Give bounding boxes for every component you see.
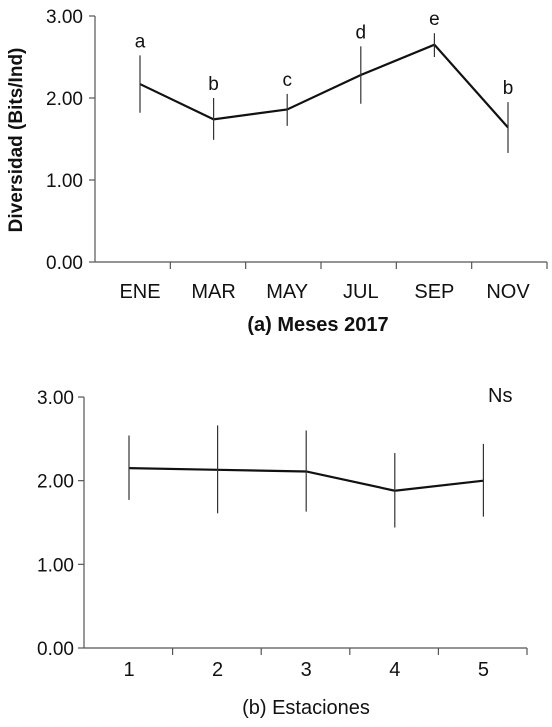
significance-letter: d (356, 22, 367, 43)
y-tick-label: 2.00 (37, 472, 74, 493)
significance-letter: a (135, 31, 146, 52)
x-axis-title: (a) Meses 2017 (247, 314, 388, 336)
series-line (139, 43, 509, 129)
x-tick-label: 1 (123, 659, 134, 681)
y-tick-label: 0.00 (37, 639, 74, 660)
significance-label: Ns (488, 385, 512, 407)
x-tick-label: 2 (212, 659, 223, 681)
y-tick-label: 0.00 (46, 253, 83, 274)
y-tick-label: 3.00 (46, 7, 83, 28)
significance-letter: c (282, 70, 292, 91)
significance-letter: e (429, 9, 440, 30)
x-tick-label: 5 (478, 659, 489, 681)
x-axis-title: (b) Estaciones (242, 697, 370, 719)
chart-b-stations: 0.00 1.00 2.00 3.00 1 2 3 4 5 Ns (b) Estaciones (37, 385, 528, 719)
x-tick-label: ENE (119, 281, 160, 303)
y-tick-label: 1.00 (37, 555, 74, 576)
y-tick-label: 2.00 (46, 89, 83, 110)
y-tick-label: 1.00 (46, 171, 83, 192)
y-tick-label: 3.00 (37, 388, 74, 409)
x-tick-label: SEP (414, 281, 454, 303)
chart-a-months: 0.00 1.00 2.00 3.00 ENE MAR MAY JUL SEP NOV a b c d e b… (6, 7, 548, 336)
x-tick-label: 4 (389, 659, 400, 681)
x-tick-label: MAY (266, 281, 308, 303)
y-axis-title: Diversidad (Bits/Ind) (6, 48, 27, 233)
significance-letter: b (503, 78, 514, 99)
significance-letter: b (208, 74, 219, 95)
x-tick-label: 3 (301, 659, 312, 681)
x-tick-label: JUL (343, 281, 379, 303)
x-tick-label: MAR (191, 281, 235, 303)
x-tick-label: NOV (486, 281, 530, 303)
